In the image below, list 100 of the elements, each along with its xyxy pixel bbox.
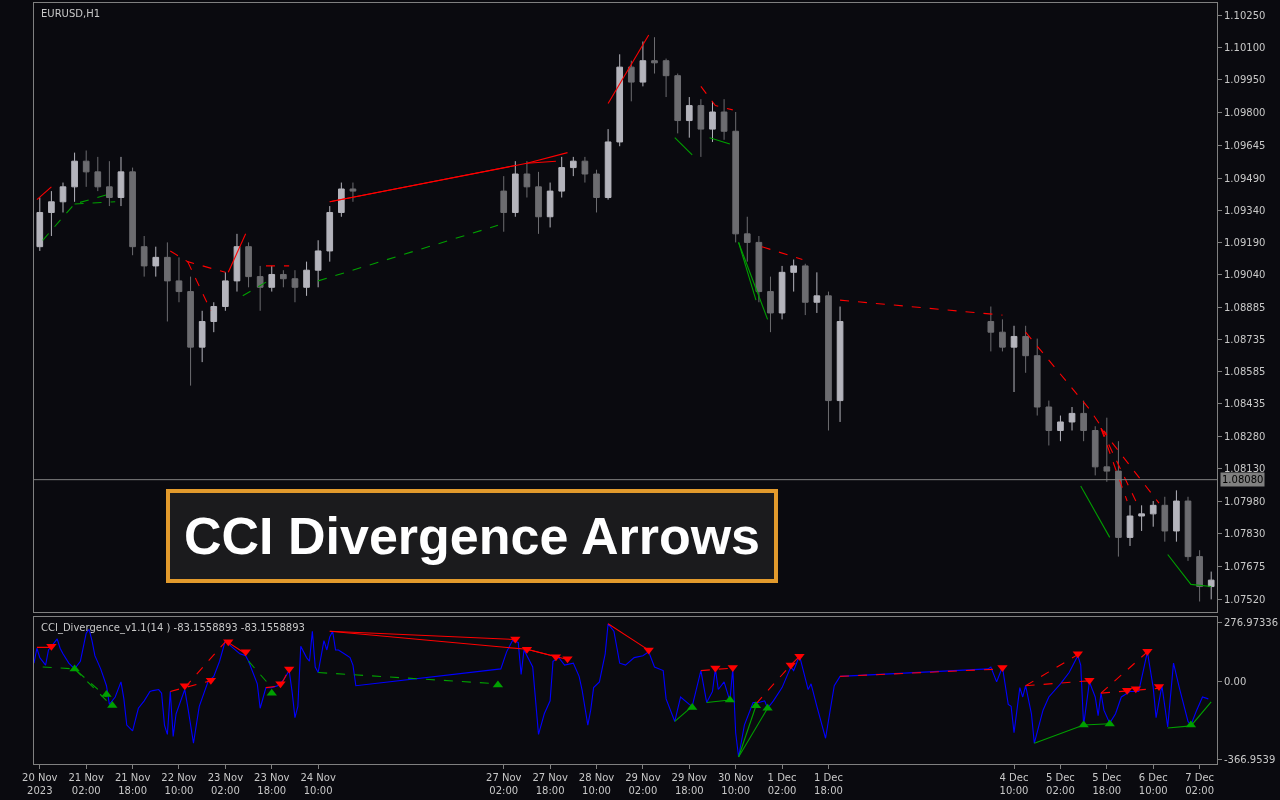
- candlestick: [1184, 496, 1192, 562]
- y-tick-label: 1.09490: [1224, 172, 1266, 184]
- y-tick-label: 1.07675: [1224, 560, 1266, 572]
- candlestick: [94, 156, 102, 192]
- x-tick-label: 29 Nov 02:00: [625, 772, 661, 796]
- line-series: [34, 623, 1209, 758]
- candlestick: [164, 241, 171, 322]
- y-tick-label: 1.09340: [1224, 204, 1266, 216]
- x-tick-label: 24 Nov 10:00: [300, 772, 336, 796]
- candlestick: [106, 160, 113, 207]
- y-tick-label: 1.08280: [1224, 431, 1266, 443]
- candlestick: [1173, 489, 1180, 543]
- x-tick-label: 7 Dec 02:00: [1185, 772, 1215, 796]
- y-tick-label: 1.09950: [1224, 74, 1266, 86]
- y-tick-label: 1.08130: [1224, 463, 1266, 475]
- candlestick: [1033, 338, 1041, 417]
- y-tick-label: 1.07980: [1224, 495, 1266, 507]
- candlestick: [36, 197, 44, 252]
- x-tick-label: 5 Dec 02:00: [1045, 772, 1075, 796]
- x-tick-label: 1 Dec 02:00: [767, 772, 797, 796]
- x-tick-label: 23 Nov 02:00: [207, 772, 244, 796]
- point: [997, 665, 1008, 673]
- candlestick: [129, 167, 136, 256]
- candlestick: [280, 269, 287, 288]
- candlestick: [1080, 400, 1087, 442]
- x-tick-label: 21 Nov 02:00: [68, 772, 104, 796]
- candlestick: [303, 261, 310, 297]
- candlestick: [71, 152, 78, 203]
- candlestick: [1149, 500, 1157, 528]
- x-tick-label: 6 Dec 10:00: [1138, 772, 1168, 796]
- candlestick: [256, 265, 264, 312]
- point: [762, 703, 773, 711]
- y-tick-label: 1.09190: [1224, 236, 1266, 248]
- candlestick: [233, 233, 241, 293]
- x-tick-label: 30 Nov 10:00: [717, 772, 754, 796]
- point: [710, 665, 721, 673]
- candlestick: [651, 36, 658, 75]
- x-tick-label: 20 Nov 2023: [22, 772, 58, 796]
- annotation: EURUSD,H1: [41, 8, 101, 19]
- candlestick: [210, 301, 218, 333]
- x-tick-label: 5 Dec 18:00: [1092, 772, 1122, 796]
- candlestick: [338, 182, 345, 218]
- x-tick-label: 23 Nov 18:00: [254, 772, 290, 796]
- candlestick: [1045, 400, 1053, 446]
- candlestick: [720, 98, 728, 141]
- y-tick-label: 1.09645: [1224, 139, 1266, 151]
- x-tick-label: 21 Nov 18:00: [114, 772, 151, 796]
- point: [562, 656, 573, 664]
- candlestick: [999, 318, 1006, 352]
- candlestick: [767, 276, 774, 333]
- x-tick-label: 29 Nov 18:00: [671, 772, 708, 796]
- y-tick-label: 1.10100: [1224, 42, 1266, 54]
- candlestick: [1115, 440, 1122, 558]
- candlestick: [198, 310, 206, 363]
- y-tick-label: -366.9539: [1224, 753, 1276, 765]
- candlestick: [82, 149, 90, 188]
- candlestick: [987, 306, 995, 352]
- candlestick: [48, 190, 55, 237]
- y-tick-label: 0.00: [1224, 675, 1247, 687]
- candlestick: [268, 265, 276, 293]
- candlestick: [616, 53, 624, 147]
- candlestick: [140, 235, 148, 278]
- candlestick: [1091, 425, 1099, 476]
- candlestick: [314, 239, 322, 288]
- point: [1104, 719, 1115, 727]
- x-tick-label: 27 Nov 18:00: [532, 772, 568, 796]
- annotation: CCI_Divergence_v1.1(14 ) -83.1558893 -83.1558893: [41, 622, 305, 634]
- candlestick: [627, 60, 635, 102]
- y-tick-label: 1.08885: [1224, 302, 1266, 314]
- candlestick: [1022, 325, 1029, 374]
- candlestick: [1103, 417, 1111, 483]
- candlestick: [152, 246, 160, 278]
- candlestick: [662, 58, 670, 98]
- point: [727, 665, 738, 673]
- candlestick: [558, 156, 566, 199]
- candlestick: [535, 171, 542, 235]
- candlestick: [790, 259, 798, 293]
- candlestick: [349, 182, 357, 203]
- candlestick: [1138, 504, 1145, 532]
- x-tick-label: 4 Dec 10:00: [999, 772, 1029, 796]
- candlestick: [1207, 571, 1215, 600]
- candlestick: [674, 73, 682, 134]
- candlestick: [117, 156, 125, 207]
- candlestick: [222, 271, 229, 312]
- y-tick-label: 1.08435: [1224, 398, 1266, 410]
- x-tick-label: 28 Nov 10:00: [578, 772, 615, 796]
- candlestick: [836, 306, 844, 423]
- candlestick: [604, 128, 612, 201]
- ref-line-label: 1.08080: [1222, 474, 1264, 485]
- y-tick-label: 1.10250: [1224, 10, 1266, 22]
- point: [1142, 648, 1153, 656]
- candlestick: [801, 263, 809, 316]
- point: [1084, 677, 1095, 685]
- candlestick: [1126, 504, 1134, 547]
- y-tick-label: 1.07830: [1224, 527, 1266, 539]
- candlestick: [511, 160, 519, 218]
- point: [179, 683, 190, 691]
- y-tick-label: 1.08585: [1224, 366, 1266, 378]
- point: [785, 662, 796, 670]
- candlestick: [326, 205, 334, 263]
